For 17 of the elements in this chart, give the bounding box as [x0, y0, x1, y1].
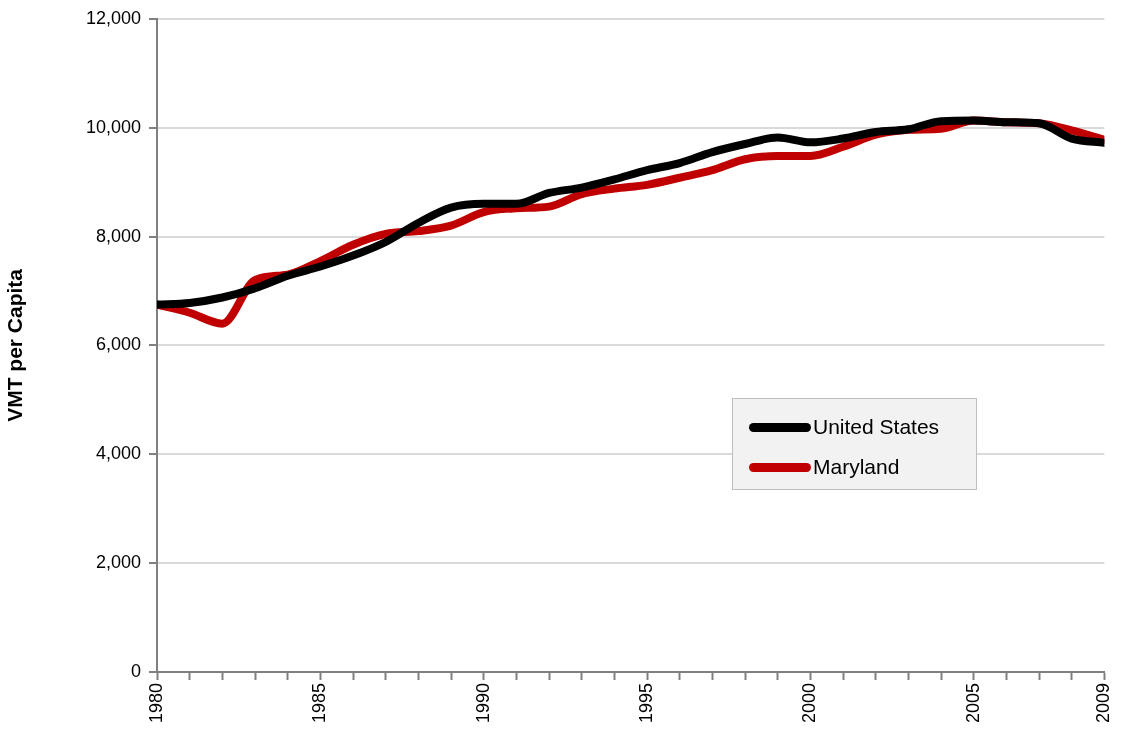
x-tick-label: 1990 — [472, 683, 493, 724]
y-tick-label: 0 — [130, 660, 141, 681]
y-tick-label: 2,000 — [95, 552, 141, 573]
x-tick-label: 2005 — [962, 683, 983, 724]
y-tick-label: 8,000 — [95, 225, 141, 246]
x-tick-label: 1995 — [636, 683, 656, 724]
y-axis-title: VMT per Capita — [3, 268, 27, 422]
x-tick-label: 1980 — [145, 683, 166, 724]
legend-label: United States — [813, 415, 940, 439]
legend-label: Maryland — [813, 455, 900, 479]
y-tick-label: 12,000 — [85, 7, 141, 28]
y-tick-label: 6,000 — [95, 334, 141, 355]
x-tick-label: 2009 — [1093, 683, 1114, 724]
x-tick-label: 1985 — [309, 683, 330, 724]
y-tick-label: 4,000 — [95, 443, 141, 464]
y-tick-label: 10,000 — [85, 116, 141, 137]
x-tick-label: 2000 — [799, 683, 820, 724]
